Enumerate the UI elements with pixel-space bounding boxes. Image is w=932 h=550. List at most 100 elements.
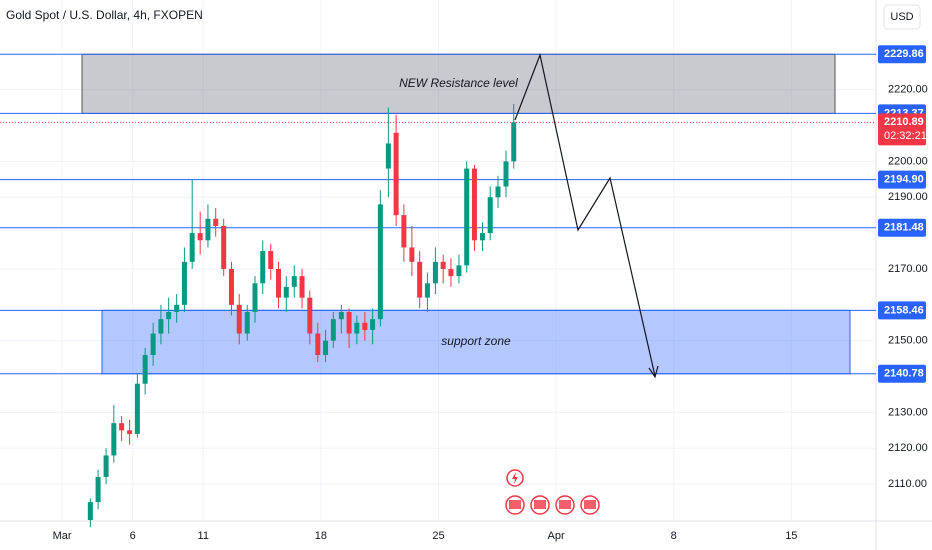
candle-body <box>299 276 305 298</box>
candle-body <box>323 340 329 356</box>
candle-body <box>487 197 493 234</box>
x-tick-label: 25 <box>432 530 444 542</box>
candle-body <box>228 268 234 305</box>
level-tag-label: 2158.46 <box>884 304 924 316</box>
x-tick-label: 15 <box>785 530 797 542</box>
projection-arrowhead <box>648 365 659 379</box>
candle-body <box>150 333 156 356</box>
y-tick-label: 2150.00 <box>888 335 928 347</box>
level-tag <box>878 45 926 64</box>
candle-body <box>268 251 274 269</box>
candle-body <box>370 319 376 330</box>
y-tick-label: 2220.00 <box>888 84 928 96</box>
candle-body <box>252 283 258 312</box>
candle-body <box>362 322 368 330</box>
candle-body <box>127 430 133 434</box>
flag <box>559 500 571 509</box>
candle-body <box>87 502 93 520</box>
x-tick-label: 18 <box>315 530 327 542</box>
y-tick-label: 2170.00 <box>888 263 928 275</box>
candle-body <box>448 268 454 277</box>
last-price-label: 2210.89 <box>884 116 924 128</box>
x-tick-label: 11 <box>198 530 209 542</box>
projection-path <box>514 52 656 377</box>
flag <box>509 500 521 509</box>
candle-body <box>432 261 438 284</box>
candle-body <box>346 312 352 334</box>
level-tag-label: 2194.90 <box>884 174 924 186</box>
candle-body <box>417 261 423 298</box>
x-tick-label: Mar <box>53 530 72 542</box>
candle-body <box>213 218 219 226</box>
candle-body <box>134 383 140 434</box>
candle-body <box>330 319 336 341</box>
zone-label: NEW Resistance level <box>399 76 518 90</box>
candle-body <box>409 247 415 262</box>
level-tag <box>878 170 926 189</box>
candle-body <box>385 143 391 169</box>
y-tick-label: 2120.00 <box>888 442 928 454</box>
candle-body <box>511 122 517 162</box>
level-tag-label: 2181.48 <box>884 222 924 234</box>
x-tick-label: 6 <box>130 530 136 542</box>
last-price-tag <box>878 113 926 146</box>
candle-body <box>260 251 266 284</box>
candle-body <box>95 476 101 503</box>
x-tick-label: 8 <box>671 530 677 542</box>
candle-body <box>142 355 148 384</box>
candle-body <box>174 304 180 312</box>
chart-title: Gold Spot / U.S. Dollar, 4h, FXOPEN <box>6 8 203 22</box>
candle-body <box>236 304 242 334</box>
candle-body <box>244 312 250 334</box>
resistance-zone <box>81 53 836 114</box>
candle-body <box>307 297 313 334</box>
x-tick-label: Apr <box>548 530 565 542</box>
level-tag-label: 2229.86 <box>884 48 924 60</box>
candle-body <box>276 268 282 298</box>
candle-body <box>471 168 477 241</box>
candle-body <box>181 261 187 305</box>
y-tick-label: 2190.00 <box>888 191 928 203</box>
candle-body <box>166 312 172 320</box>
candle-body <box>338 312 344 320</box>
level-tag <box>878 218 926 237</box>
countdown-label: 02:32:21 <box>884 130 927 142</box>
level-tag-label: 2140.78 <box>884 368 924 380</box>
flag <box>534 500 546 509</box>
candle-body <box>393 132 399 216</box>
event-icons <box>505 469 600 515</box>
candle-body <box>377 204 383 320</box>
event-icon-bolt <box>512 472 518 484</box>
candle-body <box>119 423 125 431</box>
candle-body <box>440 261 446 269</box>
y-tick-label: 2200.00 <box>888 155 928 167</box>
level-tag <box>878 301 926 320</box>
level-tag <box>878 364 926 383</box>
candle-body <box>503 161 509 187</box>
candle-body <box>197 233 203 241</box>
candle-body <box>221 225 227 269</box>
flag <box>584 500 596 509</box>
candle-body <box>424 283 430 298</box>
candle-body <box>189 233 195 262</box>
candle-body <box>315 333 321 356</box>
candle-body <box>103 455 109 477</box>
y-tick-label: 2110.00 <box>888 478 927 490</box>
candle-body <box>479 233 485 241</box>
candle-body <box>456 265 462 277</box>
currency-button[interactable] <box>883 4 921 30</box>
support-zone <box>101 309 851 375</box>
y-tick-label: 2130.00 <box>888 406 928 418</box>
candle-body <box>495 186 501 198</box>
candle-body <box>205 218 211 241</box>
candle-body <box>354 322 360 334</box>
currency-label: USD <box>890 11 913 23</box>
candle-body <box>111 423 117 456</box>
candle-body <box>464 168 470 266</box>
candle-body <box>401 215 407 248</box>
candle-body <box>283 286 289 298</box>
candle-body <box>291 276 297 287</box>
candle-body <box>158 319 164 334</box>
